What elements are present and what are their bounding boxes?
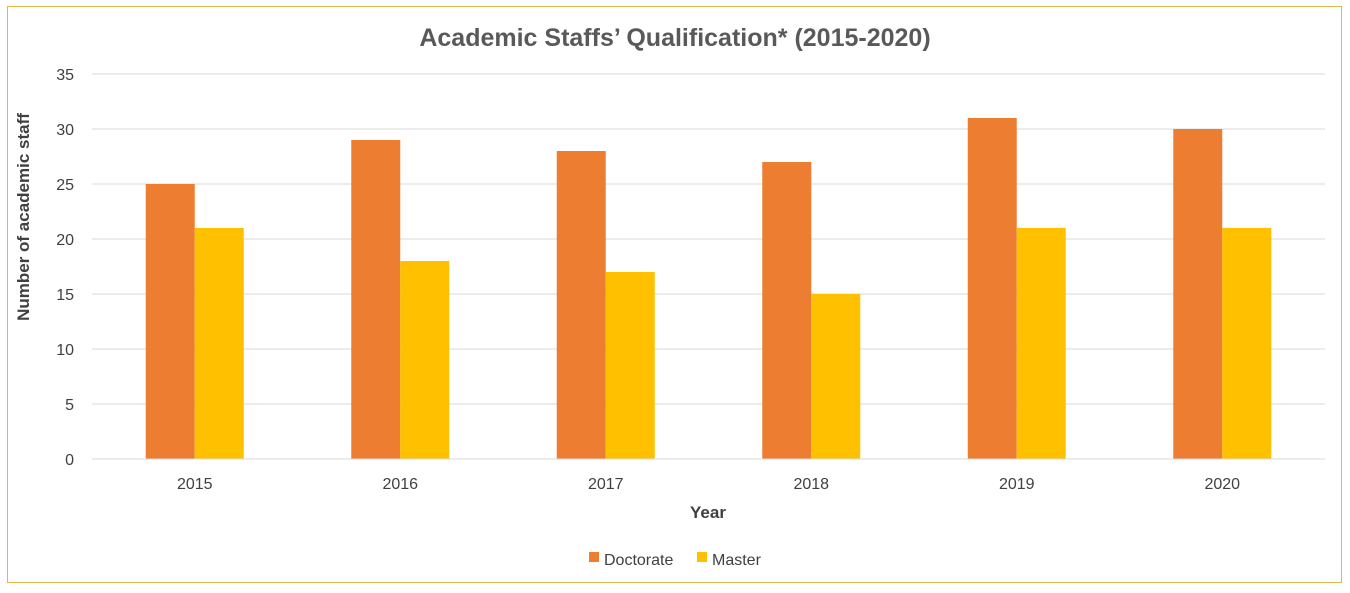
legend-label-master: Master [712, 552, 762, 569]
bar-master-2016 [400, 261, 450, 459]
bars [145, 118, 1272, 459]
x-axis-title: Year [690, 503, 726, 522]
y-tick-label: 0 [65, 452, 74, 469]
bar-doctorate-2015 [145, 184, 195, 459]
x-tick-label: 2019 [999, 476, 1035, 493]
x-tick-label: 2020 [1204, 476, 1240, 493]
y-tick-label: 10 [56, 342, 74, 359]
x-axis-ticks: 2015 2016 2017 2018 2019 2020 [177, 476, 1240, 493]
y-axis-title: Number of academic staff [14, 113, 33, 321]
legend-swatch-doctorate [589, 552, 599, 562]
y-tick-label: 35 [56, 67, 74, 84]
y-tick-label: 20 [56, 232, 74, 249]
bar-doctorate-2018 [762, 162, 812, 459]
bar-master-2018 [811, 294, 861, 459]
y-tick-label: 30 [56, 122, 74, 139]
y-tick-label: 25 [56, 177, 74, 194]
legend-label-doctorate: Doctorate [604, 552, 673, 569]
x-tick-label: 2015 [177, 476, 213, 493]
bar-doctorate-2019 [967, 118, 1017, 459]
bar-doctorate-2016 [351, 140, 401, 459]
bar-doctorate-2020 [1173, 129, 1223, 459]
y-tick-label: 5 [65, 397, 74, 414]
x-tick-label: 2018 [793, 476, 829, 493]
bar-doctorate-2017 [556, 151, 606, 459]
y-tick-label: 15 [56, 287, 74, 304]
bar-master-2015 [194, 228, 244, 459]
y-axis-ticks: 0 5 10 15 20 25 30 35 [56, 67, 74, 469]
chart-title: Academic Staffs’ Qualification* (2015-20… [419, 24, 930, 52]
x-tick-label: 2016 [382, 476, 418, 493]
legend-swatch-master [697, 552, 707, 562]
legend: Doctorate Master [589, 552, 762, 569]
bar-master-2019 [1016, 228, 1066, 459]
x-tick-label: 2017 [588, 476, 624, 493]
bar-master-2020 [1222, 228, 1272, 459]
bar-master-2017 [605, 272, 655, 459]
gridlines [92, 73, 1325, 405]
